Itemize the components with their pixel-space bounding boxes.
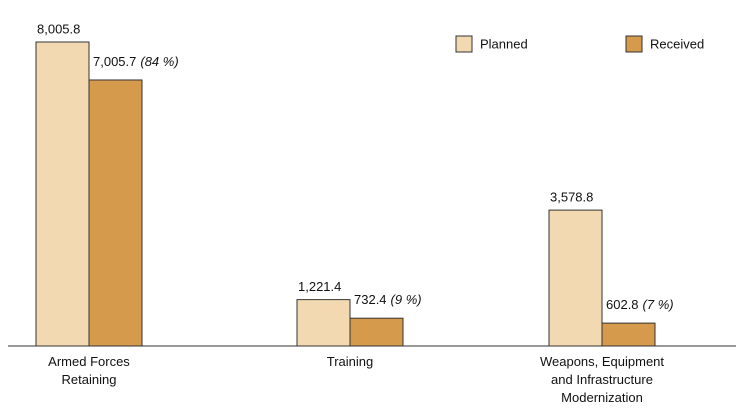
legend-label: Planned	[480, 36, 528, 51]
value-label: 3,578.8	[550, 190, 593, 205]
x-tick-label: Weapons, Equipment and Infrastructure Mo…	[539, 354, 665, 405]
bar	[349, 317, 404, 347]
value-label-number: 732.4	[354, 293, 387, 308]
bar	[88, 79, 143, 347]
value-label-number: 602.8	[606, 298, 639, 313]
value-label: 602.8 (7 %)	[606, 298, 674, 313]
value-label: 732.4 (9 %)	[354, 293, 422, 308]
value-label: 7,005.7 (84 %)	[93, 54, 179, 69]
bar	[35, 41, 90, 347]
value-label: 1,221.4	[298, 279, 341, 294]
bar	[601, 322, 656, 347]
bar	[548, 209, 603, 347]
share-label: (7 %)	[643, 298, 674, 313]
share-label: (9 %)	[391, 293, 422, 308]
x-tick-label: Armed Forces Retaining	[48, 354, 130, 387]
legend-swatch	[455, 35, 473, 53]
legend-swatch	[625, 35, 643, 53]
share-label: (84 %)	[140, 54, 178, 69]
legend-label: Received	[650, 36, 704, 51]
value-label: 8,005.8	[37, 21, 80, 36]
bar	[296, 299, 351, 347]
value-label-number: 7,005.7	[93, 54, 136, 69]
x-tick-label: Training	[326, 354, 374, 369]
